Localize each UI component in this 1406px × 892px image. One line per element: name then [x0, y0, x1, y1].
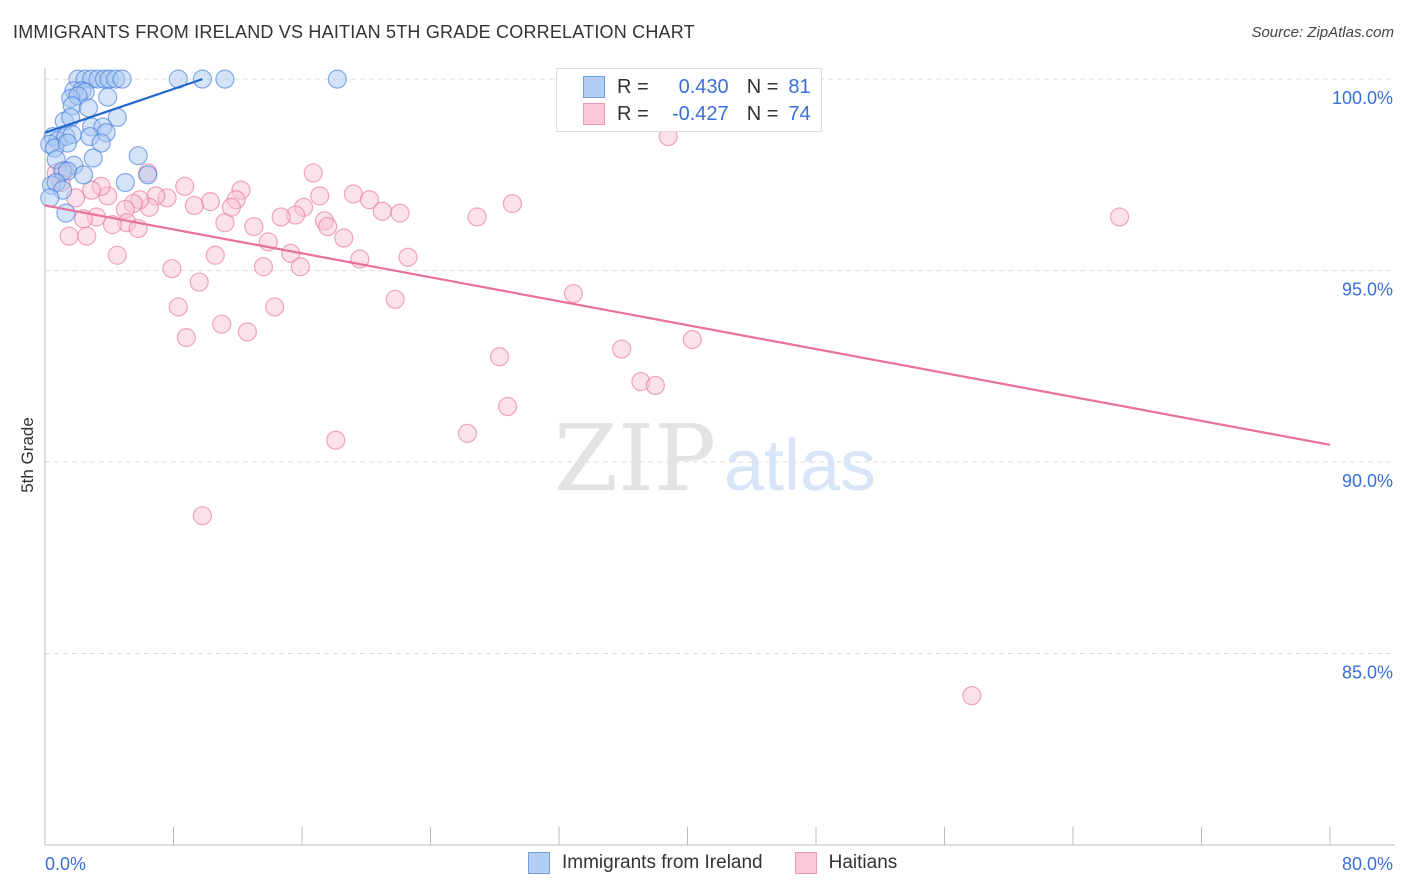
haitians-point — [244, 216, 264, 237]
legend-row-haitians: R = -0.427 N = 74 — [583, 101, 811, 127]
legend-label: Immigrants from Ireland — [562, 852, 763, 873]
legend-item-ireland[interactable]: Immigrants from Ireland — [528, 852, 763, 874]
ireland-point — [56, 203, 76, 223]
haitians-point — [271, 207, 291, 227]
r-label: R = — [617, 75, 649, 98]
watermark-atlas: atlas — [724, 426, 876, 506]
ireland-point — [327, 69, 347, 89]
haitians-point — [962, 686, 982, 706]
haitians-point — [334, 228, 354, 248]
haitians-point — [457, 423, 478, 443]
ireland-point — [40, 188, 60, 208]
ireland-point — [112, 69, 132, 89]
haitians-point — [102, 215, 123, 235]
haitians-point — [612, 339, 632, 359]
haitians-point — [184, 195, 204, 216]
haitians-point — [290, 257, 310, 277]
haitians-point — [498, 396, 518, 417]
haitians-point — [175, 176, 195, 196]
legend-swatch-blue — [528, 852, 550, 874]
haitians-point — [489, 347, 510, 367]
haitians-point — [343, 184, 363, 204]
n-value: 81 — [788, 75, 811, 98]
haitians-point — [162, 259, 182, 279]
haitians-trend-line — [44, 204, 1331, 446]
y-tick-label: 85.0% — [1342, 663, 1393, 683]
haitians-point — [205, 245, 225, 265]
haitians-point — [215, 213, 235, 233]
haitians-point — [176, 327, 196, 348]
haitians-point — [107, 245, 127, 265]
ireland-point — [91, 133, 111, 153]
x-tick-label: 80.0% — [1342, 854, 1393, 874]
y-tick-label: 100.0% — [1332, 88, 1393, 108]
haitians-point — [265, 297, 285, 317]
haitians-point — [318, 216, 338, 237]
y-tick-label: 90.0% — [1342, 471, 1393, 491]
haitians-point — [385, 289, 405, 309]
r-label: R = — [617, 102, 649, 125]
ireland-point — [215, 69, 235, 89]
haitians-point — [168, 297, 188, 317]
haitians-point — [372, 201, 392, 221]
legend-swatch-pink — [794, 852, 817, 874]
haitians-point — [59, 226, 79, 246]
ireland-point — [83, 148, 103, 168]
ireland-point — [128, 146, 148, 166]
haitians-point — [189, 272, 209, 292]
chart-title: IMMIGRANTS FROM IRELAND VS HAITIAN 5TH G… — [13, 22, 695, 42]
n-label: N = — [746, 102, 779, 125]
legend-row-ireland: R = 0.430 N = 81 — [583, 74, 811, 100]
legend-label: Haitians — [828, 852, 898, 873]
legend-swatch-blue — [583, 76, 605, 98]
legend-item-haitians[interactable]: Haitians — [794, 852, 898, 874]
haitians-point — [77, 226, 97, 246]
y-axis-title: 5th Grade — [18, 417, 37, 493]
ireland-point — [98, 87, 118, 107]
ireland-point — [73, 165, 94, 185]
y-tick-label: 95.0% — [1342, 280, 1393, 300]
correlation-legend: R = 0.430 N = 81 R = -0.427 N = 74 — [556, 68, 822, 132]
ireland-point — [138, 165, 158, 185]
chart-source: Source: ZipAtlas.com — [1251, 24, 1394, 41]
haitians-point — [192, 506, 213, 526]
r-value: 0.430 — [678, 75, 729, 98]
haitians-point — [326, 430, 346, 450]
haitians-point — [81, 180, 102, 200]
haitians-point — [1109, 207, 1130, 227]
haitians-point — [398, 247, 418, 267]
haitians-point — [303, 163, 323, 183]
haitians-point — [212, 314, 232, 334]
haitians-point — [682, 329, 702, 350]
haitians-point — [253, 257, 274, 277]
haitians-point — [359, 190, 380, 210]
haitians-point — [563, 283, 584, 304]
haitians-point — [390, 203, 410, 223]
ireland-trend-line — [44, 78, 203, 134]
haitians-point — [200, 192, 221, 212]
haitians-point — [310, 186, 330, 206]
haitians-point — [467, 207, 487, 227]
haitians-point — [237, 322, 257, 342]
ireland-point — [57, 133, 78, 153]
n-label: N = — [746, 75, 779, 98]
legend-swatch-pink — [583, 103, 605, 125]
x-tick-label: 0.0% — [45, 854, 86, 874]
ireland-point — [78, 98, 98, 118]
n-value: 74 — [788, 102, 811, 125]
haitians-point — [502, 193, 523, 214]
series-legend: Immigrants from Ireland Haitians — [528, 852, 929, 874]
haitians-point — [645, 375, 665, 396]
ireland-point — [115, 172, 135, 193]
watermark-zip: ZIP — [554, 405, 716, 512]
r-value: -0.427 — [671, 102, 729, 125]
